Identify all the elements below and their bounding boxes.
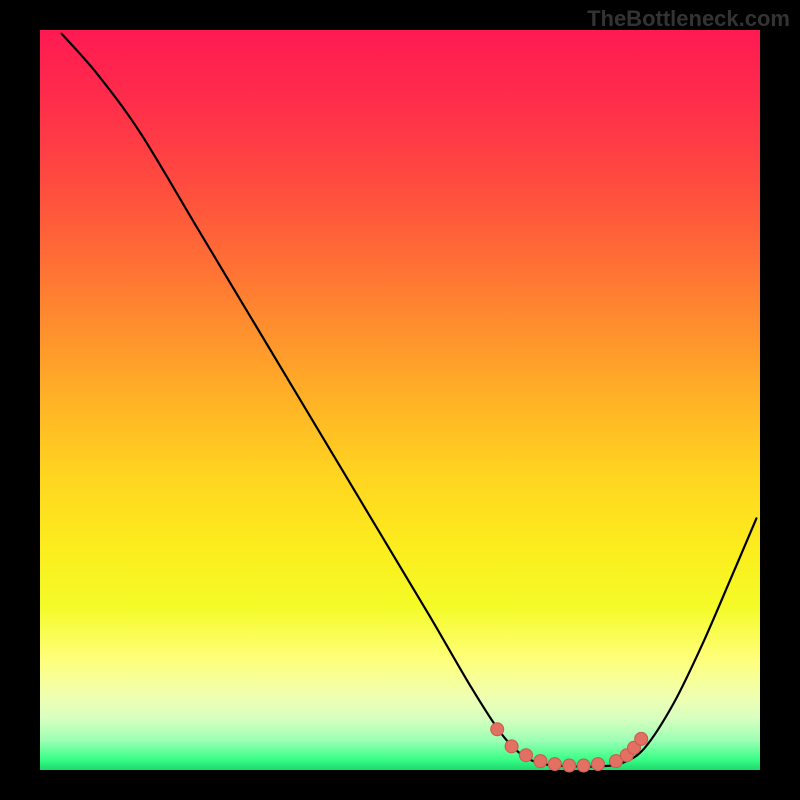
curve-marker [577,759,590,772]
chart-container: TheBottleneck.com [0,0,800,800]
watermark-text: TheBottleneck.com [587,6,790,32]
curve-marker [534,755,547,768]
curve-marker [548,758,561,771]
chart-plot-background [40,30,760,770]
curve-marker [563,759,576,772]
bottleneck-chart [0,0,800,800]
curve-marker [491,723,504,736]
curve-marker [505,740,518,753]
curve-marker [520,749,533,762]
curve-marker [635,732,648,745]
curve-marker [592,758,605,771]
